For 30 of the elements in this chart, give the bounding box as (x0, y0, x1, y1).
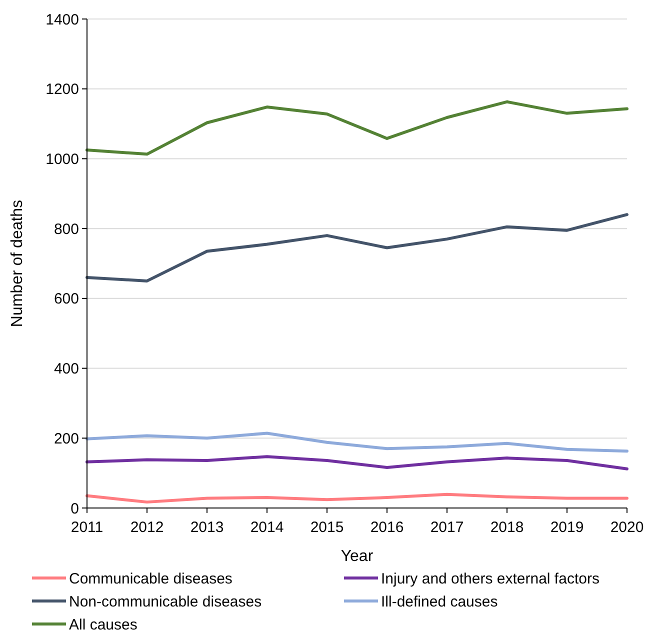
x-tick-label: 2018 (490, 519, 524, 536)
y-tick-label: 600 (54, 290, 79, 308)
y-tick-label: 1000 (46, 150, 79, 168)
y-tick-label: 400 (54, 360, 79, 378)
legend-label: Ill-defined causes (381, 593, 498, 610)
x-axis-title: Year (340, 548, 374, 565)
x-tick-label: 2016 (370, 519, 404, 536)
line-series (86, 432, 628, 453)
legend-label: Non-communicable diseases (69, 593, 262, 610)
y-tick-label: 0 (70, 500, 79, 518)
line-series (86, 213, 628, 282)
y-tick-label: 1400 (46, 11, 79, 28)
y-tick-label: 1200 (46, 81, 79, 98)
legend-label: All causes (69, 616, 138, 634)
y-tick-label: 800 (54, 220, 79, 238)
x-tick-label: 2020 (610, 519, 644, 536)
x-tick-label: 2015 (310, 519, 344, 536)
x-tick-label: 2012 (130, 519, 164, 536)
y-axis-title: Number of deaths (9, 200, 26, 328)
x-tick-label: 2013 (190, 519, 224, 536)
x-tick-label: 2011 (70, 519, 104, 536)
x-tick-label: 2019 (550, 519, 584, 536)
x-tick-label: 2014 (250, 519, 284, 536)
y-tick-label: 200 (54, 430, 79, 448)
line-series (86, 492, 628, 504)
line-series (86, 100, 628, 156)
line-series (86, 455, 628, 470)
legend-label: Injury and others external factors (381, 570, 600, 588)
legend-label: Communicable diseases (69, 570, 232, 588)
x-tick-label: 2017 (430, 519, 464, 536)
